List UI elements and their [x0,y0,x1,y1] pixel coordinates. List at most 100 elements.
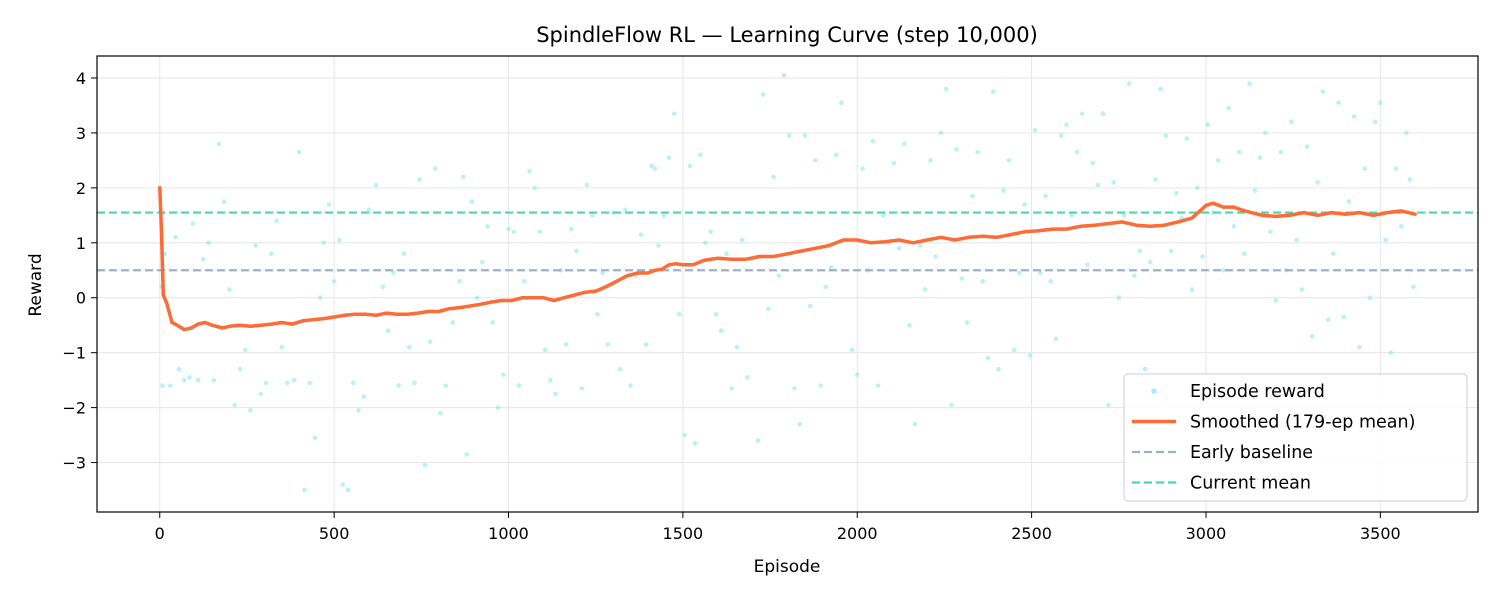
episode-reward-point [896,245,902,251]
episode-reward-point [373,182,379,188]
episode-reward-point [1226,105,1231,111]
episode-reward-point [401,251,407,257]
episode-reward-point [181,377,187,383]
episode-reward-point [1074,149,1080,155]
episode-reward-point [1194,185,1200,191]
episode-reward-point [734,344,740,350]
episode-reward-point [807,303,813,309]
axis-ticks: 0 500 1000 1500 2000 2500 3000 3500 −3 −2 −1 0 1 2 3 4 [62,69,1400,543]
episode-reward-point [340,482,346,487]
episode-reward-point [1142,366,1148,372]
episode-reward-point [802,133,808,138]
episode-reward-point [269,251,274,257]
episode-reward-point [1100,111,1106,116]
episode-reward-point [617,366,623,372]
episode-reward-point [1001,188,1007,193]
episode-reward-point [1330,251,1336,257]
episode-reward-point [1090,160,1095,166]
episode-reward-point [474,295,480,301]
legend-entry-early-baseline: Early baseline [1132,443,1313,463]
episode-reward-point [1315,180,1320,185]
episode-reward-point [954,147,959,152]
episode-reward-point [211,377,217,383]
episode-reward-point [771,174,776,180]
episode-reward-point [677,311,682,317]
reference-lines [97,211,1478,272]
episode-reward-point [356,408,361,413]
episode-reward-point [337,237,342,243]
episode-reward-point [366,207,372,213]
episode-reward-point [574,248,579,254]
episode-reward-point [527,169,532,174]
episode-reward-point [687,163,693,169]
episode-reward-point [274,218,279,224]
episode-reward-point [427,339,433,344]
episode-reward-point [307,380,313,386]
episode-reward-point [312,435,318,441]
episode-reward-point [1247,81,1252,86]
episode-reward-point [1257,155,1263,160]
episode-reward-point [221,199,227,204]
y-tick-label: −1 [62,344,86,363]
episode-reward-point [745,375,750,380]
episode-reward-point [698,152,703,158]
episode-reward-point [682,432,687,438]
episode-reward-point [970,193,975,199]
episode-reward-point [1393,166,1399,171]
episode-reward-point [1053,336,1059,342]
episode-reward-point [412,380,417,386]
episode-reward-point [643,342,649,347]
episode-reward-point [1215,158,1221,163]
episode-reward-point [380,284,386,290]
episode-reward-point [1252,188,1258,193]
episode-reward-point [258,391,264,397]
episode-reward-point [823,284,829,290]
episode-reward-point [755,438,761,443]
episode-reward-point [985,355,991,361]
episode-reward-point [495,405,501,410]
episode-reward-point [167,383,173,388]
legend-entry-smoothed: Smoothed (179-ep mean) [1132,413,1415,433]
episode-reward-point [537,229,543,235]
episode-reward-point [1268,229,1273,235]
episode-reward-point [1069,213,1075,218]
episode-reward-point [232,402,238,408]
episode-reward-point [975,149,980,155]
episode-reward-point [623,207,628,213]
episode-reward-point [1231,224,1237,229]
episode-reward-point [1262,130,1268,136]
episode-reward-point [980,278,986,284]
episode-reward-point [708,229,714,235]
episode-reward-point [1043,193,1048,199]
episode-reward-point [227,287,232,292]
episode-reward-point [964,320,970,325]
episode-reward-point [417,177,422,182]
episode-reward-point [1351,114,1357,119]
episode-reward-point [450,320,456,325]
episode-reward-point [351,380,356,386]
episode-reward-point [656,243,661,248]
episode-reward-point [813,158,818,163]
episode-reward-point [729,386,735,391]
x-tick-label: 0 [155,524,165,543]
episode-reward-point [1121,213,1127,218]
episode-reward-point [160,383,165,388]
episode-reward-point [605,342,611,347]
episode-reward-point [176,366,182,372]
episode-reward-point [828,265,834,270]
plot-frame [96,55,1479,513]
legend-entry-episode-reward: Episode reward [1151,382,1325,402]
episode-reward-point [195,377,201,383]
episode-reward-point [1210,210,1216,215]
episode-reward-point [391,270,396,276]
legend-label: Smoothed (179-ep mean) [1190,413,1415,433]
episode-reward-point [870,138,876,144]
episode-reward-point [422,463,428,468]
episode-reward-point [943,86,949,92]
episode-reward-point [406,344,412,350]
episode-reward-point [600,270,605,276]
episode-reward-point [1048,278,1054,284]
y-tick-label: 3 [76,124,86,143]
episode-reward-point [638,232,644,237]
episode-reward-point [500,372,506,377]
